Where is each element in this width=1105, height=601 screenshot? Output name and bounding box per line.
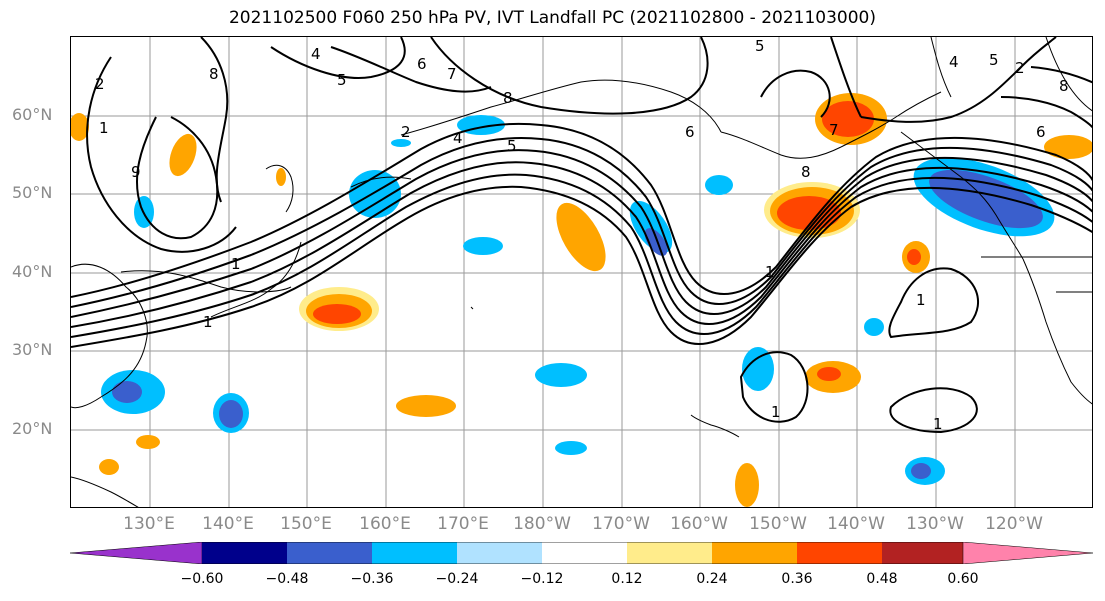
colorbar-tick: 0.36 [781, 571, 813, 587]
contour-label: 4 [311, 45, 321, 63]
contour-label: 1 [99, 119, 109, 137]
contour-label: 2 [95, 75, 105, 93]
contour-label: 1 [771, 403, 781, 421]
contour-label: 7 [829, 121, 839, 139]
colorbar-swatch [882, 542, 963, 564]
colorbar-swatch [797, 542, 882, 564]
pv-contours [71, 37, 1092, 434]
contour-label: 8 [801, 163, 811, 181]
map-canvas: 2 1 8 4 5 6 7 8 2 4 5 6 9 8 7 5 1 1 1 1 … [71, 37, 1092, 507]
contour-label: 6 [685, 123, 695, 141]
colorbar-tick: −0.60 [180, 571, 224, 587]
lat-label: 60°N [12, 105, 53, 124]
contour-label: 8 [209, 65, 219, 83]
colorbar-swatch [627, 542, 712, 564]
colorbar-swatch [70, 542, 203, 564]
contour-label: 6 [1036, 123, 1046, 141]
colorbar-swatch [372, 542, 457, 564]
graticule [71, 37, 1092, 507]
map-panel: 2 1 8 4 5 6 7 8 2 4 5 6 9 8 7 5 1 1 1 1 … [70, 36, 1093, 508]
contour-label: 5 [755, 37, 765, 55]
colorbar [70, 542, 1094, 564]
contour-label: 4 [949, 53, 959, 71]
colorbar-tick: −0.48 [265, 571, 309, 587]
map-title: 2021102500 F060 250 hPa PV, IVT Landfall… [228, 8, 876, 28]
lat-label: 40°N [12, 262, 53, 281]
lon-label: 170°E [437, 514, 489, 534]
colorbar-tick: 0.12 [611, 571, 643, 587]
colorbar-swatch [202, 542, 287, 564]
contour-label: 9 [131, 163, 141, 181]
colorbar-swatch [712, 542, 797, 564]
lon-label: 160°E [359, 514, 411, 534]
contour-label: 4 [453, 129, 463, 147]
lat-label: 30°N [12, 340, 53, 359]
lon-label: 140°W [827, 514, 885, 534]
pv-anomaly-fills [71, 93, 1092, 507]
lat-label: 50°N [12, 183, 53, 202]
colorbar-tick: −0.12 [520, 571, 564, 587]
colorbar-swatch [287, 542, 372, 564]
lon-label: 150°E [280, 514, 332, 534]
contour-label: 2 [401, 123, 411, 141]
lon-label: 140°E [202, 514, 254, 534]
contour-label: 8 [503, 89, 513, 107]
colorbar-tick: −0.24 [435, 571, 479, 587]
contour-label: 5 [337, 71, 347, 89]
colorbar-tick: 0.60 [947, 571, 979, 587]
contour-label: 1 [231, 255, 241, 273]
contour-label: 1 [933, 415, 943, 433]
colorbar-swatch [962, 542, 1094, 564]
colorbar-tick: 0.48 [866, 571, 898, 587]
colorbar-swatch [457, 542, 542, 564]
lon-label: 180°W [513, 514, 571, 534]
contour-label: 1 [765, 263, 775, 281]
lon-label: 160°W [670, 514, 728, 534]
contour-label: 1 [916, 291, 926, 309]
colorbar-tick: −0.36 [350, 571, 394, 587]
colorbar-swatch [542, 542, 627, 564]
colorbar-tick: 0.24 [696, 571, 728, 587]
contour-labels: 2 1 8 4 5 6 7 8 2 4 5 6 9 8 7 5 1 1 1 1 … [95, 37, 1069, 433]
contour-label: 5 [507, 137, 517, 155]
contour-label: 7 [447, 65, 457, 83]
contour-label: 6 [417, 55, 427, 73]
lon-label: 120°W [985, 514, 1043, 534]
lon-label: 130°W [906, 514, 964, 534]
contour-label: 1 [203, 313, 213, 331]
contour-label: 2 [1015, 59, 1025, 77]
lon-label: 150°W [749, 514, 807, 534]
contour-label: 8 [1059, 77, 1069, 95]
contour-label: 5 [989, 51, 999, 69]
lat-label: 20°N [12, 419, 53, 438]
lon-label: 170°W [592, 514, 650, 534]
lon-label: 130°E [123, 514, 175, 534]
